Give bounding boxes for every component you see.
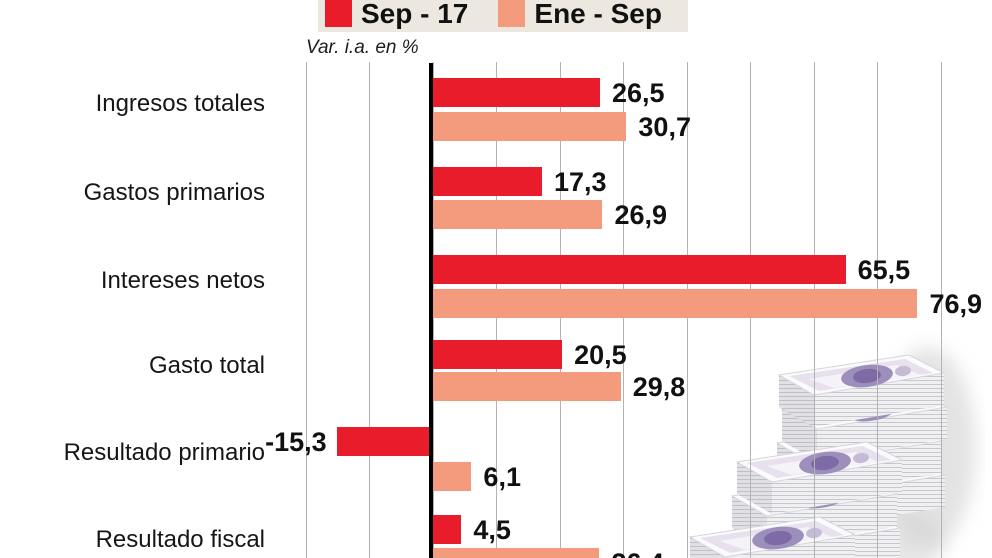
gridline (369, 62, 370, 558)
legend-swatch-enesep-icon (498, 0, 526, 27)
legend-swatch-sep17-icon (325, 0, 352, 27)
bar-sep17-row6 (433, 515, 462, 544)
money-stacks-image (689, 347, 976, 558)
bar-enesep-row1 (433, 112, 627, 141)
value-label: 20,5 (574, 339, 627, 370)
value-label: 6,1 (483, 461, 521, 492)
category-label: Resultado fiscal (95, 526, 265, 553)
bar-sep17-row1 (433, 78, 600, 107)
bar-enesep-row3 (433, 289, 918, 318)
category-label: Gasto total (148, 352, 265, 379)
value-label: 17,3 (553, 166, 607, 197)
value-label: 26,5 (611, 77, 665, 108)
legend-item-sep17: Sep - 17 (325, 0, 469, 29)
category-label: Ingresos totales (95, 90, 265, 117)
bar-sep17-row2 (433, 167, 542, 196)
legend-label-enesep: Ene - Sep (534, 0, 662, 29)
gridline (305, 62, 307, 558)
value-label: -15,3 (265, 426, 327, 457)
legend: Sep - 17 Ene - Sep (318, 0, 688, 32)
bar-sep17-row3 (433, 255, 846, 284)
bar-sep17-row5 (336, 427, 433, 456)
category-label: Resultado primario (63, 439, 265, 466)
gridline (940, 62, 942, 558)
bar-enesep-row6 (433, 548, 600, 558)
bar-enesep-row2 (433, 200, 603, 229)
value-label: 26,9 (614, 199, 668, 230)
legend-label-sep17: Sep - 17 (361, 0, 469, 29)
bar-enesep-row4 (433, 372, 621, 401)
value-label: 30,7 (638, 111, 691, 142)
bar-enesep-row5 (433, 462, 472, 491)
zero-axis-line (429, 63, 433, 558)
legend-item-enesep: Ene - Sep (498, 0, 662, 29)
value-label: 4,5 (473, 514, 511, 545)
value-label: 29,8 (632, 371, 686, 402)
value-label: 65,5 (857, 254, 911, 285)
value-label: 76,9 (929, 288, 983, 319)
chart-subtitle: Var. i.a. en % (306, 37, 419, 58)
category-label: Gastos primarios (83, 179, 265, 206)
value-label: 26,4 (611, 548, 664, 558)
bar-sep17-row4 (433, 340, 563, 369)
category-label: Intereses netos (100, 267, 265, 294)
